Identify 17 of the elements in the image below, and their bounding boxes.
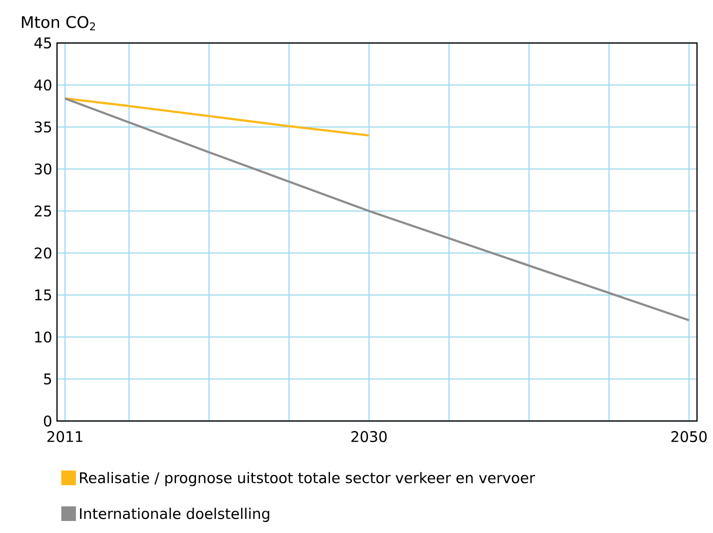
y-tick-label: 5 [44, 374, 52, 384]
y-tick-label: 10 [35, 331, 52, 343]
y-tick-label: 35 [34, 121, 52, 133]
legend-label: Realisatie / prognose uitstoot totale sector verkeer en vervoer [80, 472, 536, 486]
y-tick-label: 0 [44, 415, 52, 427]
y-tick-label: 25 [34, 205, 52, 217]
y-tick-label: 20 [34, 247, 52, 259]
line-series [64, 97, 370, 136]
y-tick-label: 30 [34, 163, 52, 175]
legend-label: Internationale doelstelling [80, 508, 270, 522]
y-tick-label: 15 [35, 290, 52, 300]
y-tick-label: 45 [34, 38, 52, 48]
x-tick-label: 2011 [47, 431, 82, 442]
y-axis-title: Mton CO$_{2}$ [22, 16, 95, 30]
x-tick-label: 2050 [671, 431, 707, 442]
x-tick-label: 2030 [351, 431, 387, 442]
y-tick-label: 40 [34, 79, 52, 91]
